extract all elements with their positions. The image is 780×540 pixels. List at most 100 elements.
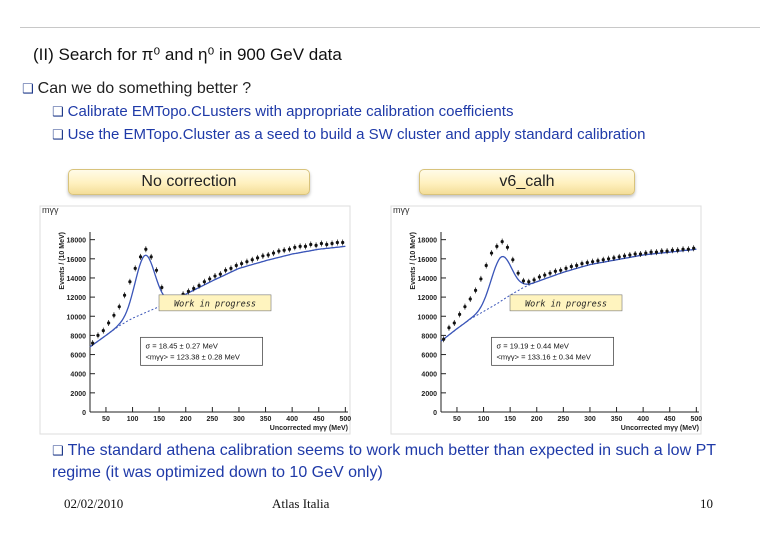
fit-result-line: σ = 19.19 ± 0.44 MeV	[497, 341, 569, 350]
data-point	[208, 277, 212, 281]
annotation-box	[158, 294, 272, 312]
data-point	[261, 254, 265, 258]
data-point	[489, 251, 494, 255]
bullet-main: ❑ Can we do something better ?	[22, 80, 251, 98]
data-point	[160, 285, 164, 290]
data-point	[122, 293, 127, 297]
data-point	[670, 248, 675, 252]
data-point	[543, 273, 547, 277]
data-point	[144, 247, 148, 251]
data-point	[447, 326, 451, 330]
y-tick-label: 14000	[418, 276, 438, 283]
data-point	[250, 258, 254, 262]
data-point	[537, 275, 542, 279]
data-point	[521, 279, 526, 283]
data-point	[479, 277, 483, 281]
x-tick-label: 500	[339, 416, 351, 423]
conclusion-bullet: ❑ The standard athena calibration seems t…	[52, 440, 752, 483]
data-point	[458, 312, 462, 316]
data-point	[628, 253, 632, 257]
x-tick-label: 400	[286, 416, 298, 423]
data-point	[229, 266, 233, 270]
data-point	[154, 268, 159, 272]
x-tick-label: 350	[260, 416, 272, 423]
fit-result-line: σ = 18.45 ± 0.27 MeV	[146, 341, 218, 350]
conclusion-text: The standard athena calibration seems to…	[52, 442, 716, 481]
x-tick-label: 50	[102, 416, 110, 423]
data-point	[277, 249, 281, 253]
data-point	[644, 251, 648, 255]
y-tick-label: 16000	[418, 257, 438, 264]
data-point	[686, 247, 690, 251]
data-point	[133, 266, 137, 270]
panel-title-v6-calh: v6_calh	[419, 169, 635, 195]
data-point	[681, 247, 685, 251]
data-point	[676, 248, 680, 252]
data-point	[309, 242, 313, 247]
bullet-sub-2: ❑ Use the EMTopo.Cluster as a seed to bui…	[52, 124, 692, 146]
annotation-box	[509, 294, 623, 312]
y-tick-label: 4000	[421, 372, 437, 379]
y-tick-label: 18000	[67, 238, 87, 245]
y-tick-label: 12000	[67, 295, 87, 302]
y-tick-label: 0	[82, 410, 86, 417]
data-point	[596, 259, 600, 263]
footer-date: 02/02/2010	[64, 496, 124, 511]
y-tick-label: 0	[433, 410, 437, 417]
data-point	[622, 254, 627, 258]
bullet-box-icon: ❑	[52, 444, 64, 459]
data-point	[638, 252, 643, 256]
data-point	[692, 246, 696, 250]
data-point	[128, 280, 132, 284]
data-point	[192, 286, 196, 291]
y-axis-label: Events / (10 MeV)	[410, 232, 417, 290]
x-axis-label: Uncorrected mγγ (MeV)	[270, 425, 348, 432]
data-point	[585, 261, 589, 265]
data-point	[91, 341, 95, 345]
y-tick-label: 10000	[418, 314, 438, 321]
data-point	[495, 244, 499, 248]
y-tick-label: 8000	[421, 333, 437, 340]
data-point	[138, 255, 143, 259]
data-point	[527, 280, 531, 284]
annotation-text: Work in progress	[174, 299, 256, 309]
y-tick-label: 16000	[67, 257, 87, 264]
y-tick-label: 6000	[421, 353, 437, 360]
signal-fit-curve	[89, 245, 346, 348]
y-axis-label: Events / (10 MeV)	[59, 232, 66, 290]
data-point	[303, 244, 308, 248]
data-point	[234, 263, 238, 268]
data-point	[484, 263, 488, 268]
bullet-sub-1: ❑ Calibrate EMTopo.CLusters with appropri…	[52, 103, 513, 120]
slide-title: (II) Search for π⁰ and η⁰ in 900 GeV dat…	[33, 45, 342, 64]
data-point	[511, 258, 515, 262]
data-point	[505, 245, 510, 249]
x-tick-label: 200	[531, 416, 543, 423]
x-tick-label: 150	[504, 416, 516, 423]
data-point	[553, 269, 557, 273]
x-tick-label: 200	[180, 416, 192, 423]
bullet-box-icon: ❑	[52, 128, 64, 143]
data-point	[591, 260, 595, 264]
y-tick-label: 12000	[418, 295, 438, 302]
data-point	[335, 240, 339, 245]
data-point	[197, 284, 201, 288]
data-point	[245, 260, 249, 264]
hist-name-label: mγγ	[42, 205, 59, 215]
data-point	[649, 250, 653, 254]
data-point	[516, 271, 520, 275]
x-tick-label: 50	[453, 416, 461, 423]
y-tick-label: 18000	[418, 238, 438, 245]
data-point	[612, 256, 616, 260]
data-point	[218, 272, 222, 276]
footer-center: Atlas Italia	[272, 496, 330, 511]
y-tick-label: 6000	[70, 353, 86, 360]
x-tick-label: 250	[207, 416, 219, 423]
y-tick-label: 2000	[70, 391, 86, 398]
x-tick-label: 300	[233, 416, 245, 423]
plot-v6-calh: mγγ 0 2000 4000 6000 8000 10000 12000 14000 16000…	[390, 205, 702, 435]
data-point	[330, 241, 334, 246]
x-tick-label: 100	[478, 416, 490, 423]
data-point	[665, 249, 669, 253]
annotation-text: Work in progress	[525, 299, 607, 309]
